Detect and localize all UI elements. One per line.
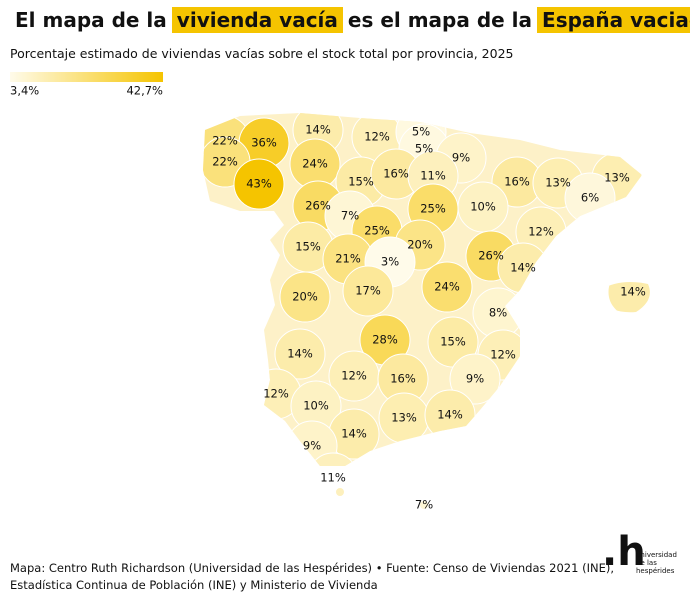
province-label: 22% <box>212 155 238 169</box>
province-label: 8% <box>489 306 507 320</box>
province-label: 11% <box>320 471 346 485</box>
title-part: España vaciada <box>537 7 690 33</box>
title-part: es el mapa de la <box>347 8 533 32</box>
province-label: 26% <box>305 199 331 213</box>
source-line: Estadística Continua de Población (INE) … <box>10 578 378 592</box>
province-label: 22% <box>212 134 238 148</box>
title-part: El mapa de la <box>15 8 167 32</box>
province-label: 14% <box>341 427 367 441</box>
province-label: 14% <box>620 285 646 299</box>
province-label: 13% <box>604 171 630 185</box>
logo-line: de las <box>636 559 657 567</box>
legend-max: 42,7% <box>126 84 163 98</box>
province-label: 9% <box>452 151 470 165</box>
province-label: 21% <box>335 252 361 266</box>
province-label: 14% <box>510 261 536 275</box>
province-label: 7% <box>415 498 433 512</box>
logo-mark: .h <box>602 529 646 575</box>
province-label: 25% <box>364 224 390 238</box>
province-label: 16% <box>383 167 409 181</box>
province-label: 15% <box>295 240 321 254</box>
province <box>342 265 394 317</box>
province <box>421 261 473 313</box>
province-label: 10% <box>303 399 329 413</box>
province <box>274 328 326 380</box>
province-label: 20% <box>407 238 433 252</box>
province-label: 12% <box>364 130 390 144</box>
province-label: 15% <box>440 335 466 349</box>
logo-line: hespérides <box>636 567 675 575</box>
province-label: 43% <box>246 177 272 191</box>
province-label: 12% <box>490 348 516 362</box>
province-label: 9% <box>466 372 484 386</box>
province <box>449 353 501 405</box>
province-label: 16% <box>504 175 530 189</box>
province-label: 14% <box>437 408 463 422</box>
province-label: 17% <box>355 284 381 298</box>
province-label: 25% <box>420 202 446 216</box>
province <box>233 158 285 210</box>
labels: 22% 36% 14% 12% 5% 22% 5% 9% 24% 43% 15% 16% 11% 16% 1… <box>212 123 646 512</box>
province-label: 12% <box>263 387 289 401</box>
province-label: 5% <box>412 125 430 139</box>
province-label: 28% <box>372 333 398 347</box>
province-label: 13% <box>391 411 417 425</box>
province-label: 9% <box>303 439 321 453</box>
legend-bar <box>10 72 163 82</box>
province-label: 13% <box>545 176 571 190</box>
province-label: 3% <box>381 255 399 269</box>
province-label: 5% <box>415 142 433 156</box>
province-label: 12% <box>341 369 367 383</box>
province-label: 14% <box>305 123 331 137</box>
logo-text: universidad de las hespérides <box>636 551 677 575</box>
source-line: Mapa: Centro Ruth Richardson (Universida… <box>10 561 614 575</box>
province-label: 10% <box>470 200 496 214</box>
title-part: vivienda vacía <box>171 7 343 33</box>
province-label: 36% <box>251 136 277 150</box>
province <box>279 271 331 323</box>
province-label: 12% <box>528 225 554 239</box>
province-label: 16% <box>390 372 416 386</box>
province-label: 15% <box>348 175 374 189</box>
province-label: 6% <box>581 191 599 205</box>
province-label: 7% <box>341 209 359 223</box>
province-label: 24% <box>434 280 460 294</box>
logo-line: universidad <box>636 551 677 559</box>
province-label: 11% <box>420 169 446 183</box>
subtitle: Porcentaje estimado de viviendas vacías … <box>10 46 514 61</box>
province-label: 14% <box>287 347 313 361</box>
title: El mapa de la vivienda vacía es el mapa de… <box>10 7 690 33</box>
source: Mapa: Centro Ruth Richardson (Universida… <box>10 560 614 594</box>
province-label: 20% <box>292 290 318 304</box>
legend-min: 3,4% <box>10 84 39 98</box>
province-label: 26% <box>478 249 504 263</box>
province-label: 24% <box>302 157 328 171</box>
